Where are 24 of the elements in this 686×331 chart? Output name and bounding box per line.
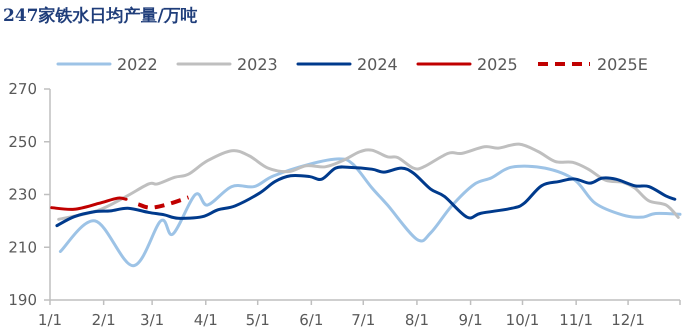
x-tick-label: 5/1 — [246, 311, 270, 329]
x-tick-label: 6/1 — [299, 311, 324, 329]
x-tick-label: 9/1 — [458, 311, 483, 329]
x-tick-label: 11/1 — [559, 311, 593, 329]
x-tick-label: 1/1 — [38, 311, 62, 329]
x-tick-label: 7/1 — [351, 311, 376, 329]
y-tick-label: 190 — [8, 291, 37, 309]
chart-title: 247家铁水日均产量/万吨 — [3, 6, 198, 26]
y-tick-label: 270 — [8, 80, 37, 98]
y-tick-label: 210 — [8, 238, 37, 256]
x-tick-label: 3/1 — [140, 311, 164, 329]
x-tick-label: 12/1 — [611, 311, 645, 329]
legend-label: 2025 — [477, 55, 518, 74]
x-tick-label: 4/1 — [194, 311, 218, 329]
legend-label: 2022 — [117, 55, 158, 74]
y-tick-label: 250 — [8, 132, 37, 151]
legend-label: 2023 — [237, 55, 278, 74]
x-tick-label: 10/1 — [506, 311, 540, 329]
line-series — [50, 196, 128, 211]
legend-label: 2024 — [357, 55, 398, 74]
legend-label: 2025E — [597, 55, 648, 74]
y-tick-label: 230 — [8, 186, 37, 204]
x-tick-label: 2/1 — [92, 311, 116, 329]
x-tick-label: 8/1 — [404, 311, 429, 329]
